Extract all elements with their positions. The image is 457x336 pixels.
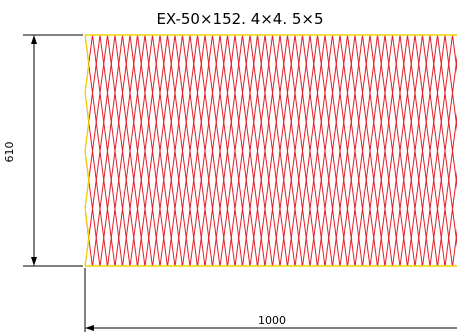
mesh-strand (392, 35, 423, 266)
mesh-strand (85, 35, 86, 39)
mesh-strand (399, 35, 431, 266)
mesh-strand (347, 35, 378, 266)
mesh-strand (33, 35, 63, 266)
mesh-strand (324, 35, 356, 266)
mesh-strand (369, 35, 401, 266)
mesh-strand (48, 35, 78, 266)
mesh-strand (18, 35, 48, 266)
height-arrow-bottom (31, 257, 37, 266)
mesh-strand (159, 35, 191, 266)
mesh-strand (302, 35, 333, 266)
mesh-strand (197, 35, 228, 266)
mesh-strand (40, 35, 70, 266)
mesh-strand (219, 35, 251, 266)
diamond-mesh-pattern (0, 34, 457, 267)
mesh-strand (114, 35, 146, 266)
mesh-strand (0, 35, 2, 266)
width-dimension-label: 1000 (258, 314, 286, 327)
mesh-strand (407, 35, 438, 266)
mesh-strand (429, 54, 457, 266)
mesh-strand (25, 35, 55, 266)
mesh-strand (339, 35, 371, 266)
mesh-strand (85, 35, 108, 213)
mesh-strand (452, 228, 457, 266)
mesh-strand (362, 35, 393, 266)
mesh-strand (287, 35, 318, 266)
mesh-strand (85, 147, 101, 266)
mesh-strand (18, 35, 48, 266)
mesh-strand (85, 263, 86, 266)
mesh-strand (189, 35, 221, 266)
mesh-strand (444, 170, 457, 266)
mesh-strand (107, 35, 138, 266)
mesh-strand (249, 35, 281, 266)
mesh-strand (137, 35, 168, 266)
mesh-left-edge (84, 34, 90, 267)
mesh-strand (234, 35, 266, 266)
mesh-strand (92, 35, 123, 266)
mesh-strand (227, 35, 258, 266)
mesh-strand (122, 35, 153, 266)
width-arrow-left (85, 325, 94, 331)
mesh-strand (25, 35, 55, 266)
height-dimension-label: 610 (3, 142, 16, 163)
mesh-strand (152, 35, 183, 266)
mesh-strand (182, 35, 213, 266)
height-arrow-top (31, 35, 37, 44)
mesh-strand (437, 112, 457, 266)
mesh-strand (452, 35, 457, 74)
mesh-strand (309, 35, 341, 266)
mesh-strand (174, 35, 206, 266)
mesh-strand (384, 35, 416, 266)
mesh-strand (414, 35, 446, 266)
mesh-strand (444, 35, 457, 132)
mesh-strand (377, 35, 408, 266)
mesh-strand (317, 35, 348, 266)
mesh-strand (33, 35, 63, 266)
mesh-strand (294, 35, 326, 266)
mesh-strand (279, 35, 311, 266)
mesh-strand (144, 35, 176, 266)
mesh-strand (354, 35, 386, 266)
diagram-title: EX-50×152. 4×4. 5×5 (156, 10, 323, 28)
mesh-strand (257, 35, 288, 266)
mesh-strand (99, 35, 131, 266)
mesh-strand (332, 35, 363, 266)
mesh-strand (85, 35, 116, 266)
mesh-strand (242, 35, 273, 266)
mesh-strand (212, 35, 243, 266)
mesh-strand (48, 35, 78, 266)
mesh-strand (129, 35, 161, 266)
mesh-strand (272, 35, 303, 266)
mesh-strand (422, 35, 453, 266)
mesh-strand (264, 35, 296, 266)
mesh-strand (40, 35, 70, 266)
mesh-strand (204, 35, 236, 266)
mesh-strand (167, 35, 198, 266)
